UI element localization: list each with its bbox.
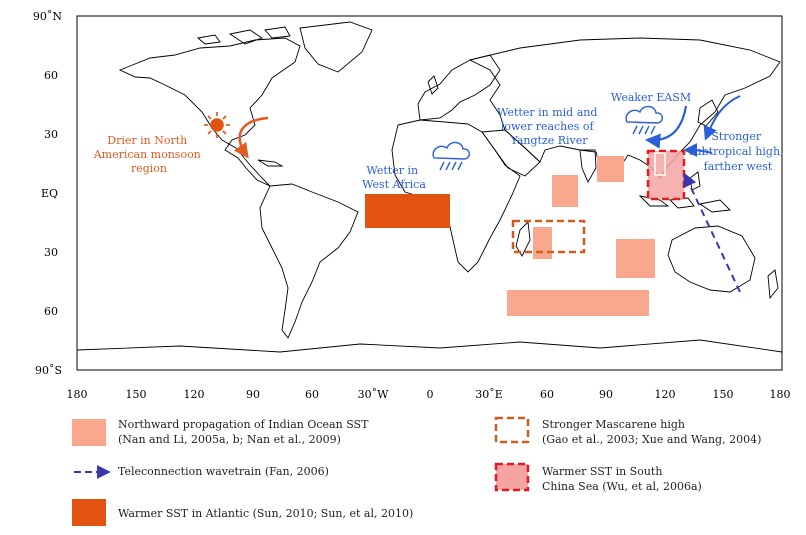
indian-ocean-sst-boxes bbox=[507, 156, 655, 316]
lon-labels: 180 150 120 90 60 30˚W 0 30˚E 60 90 120 … bbox=[67, 388, 791, 401]
lat-labels: 90˚N 60 30 EQ 30 60 90˚S bbox=[33, 10, 62, 377]
legend-indian-ocean: Northward propagation of Indian Ocean SS… bbox=[118, 417, 368, 447]
lon-label: 30˚E bbox=[475, 388, 503, 401]
drier-line: Drier in North bbox=[107, 134, 187, 147]
lon-label: 0 bbox=[427, 388, 434, 401]
legend-line: Stronger Mascarene high bbox=[542, 418, 685, 431]
drier-arrow bbox=[233, 116, 269, 159]
atlantic-sst-box bbox=[365, 194, 450, 228]
wavetrain-arrow bbox=[683, 172, 741, 293]
yangtze-line: lower reaches of bbox=[501, 120, 595, 133]
easm-arrow-2 bbox=[703, 95, 741, 141]
lat-label: 30 bbox=[44, 246, 58, 259]
lon-label: 60 bbox=[540, 388, 554, 401]
high-line: farther west bbox=[704, 160, 773, 173]
lat-label: 60 bbox=[44, 305, 58, 318]
subtropical-high-arrow bbox=[683, 143, 713, 158]
legend-line: Northward propagation of Indian Ocean SS… bbox=[118, 418, 369, 431]
lon-label: 180 bbox=[67, 388, 88, 401]
lat-label: 60 bbox=[44, 69, 58, 82]
lon-label: 120 bbox=[184, 388, 205, 401]
legend-line: Warmer SST in South bbox=[542, 465, 663, 478]
io-box-4 bbox=[616, 239, 655, 278]
legend-swatch-mascarene bbox=[494, 416, 530, 444]
coastlines bbox=[77, 21, 782, 353]
weaker-easm-arrow bbox=[644, 105, 688, 149]
lon-label: 150 bbox=[126, 388, 147, 401]
yangtze-line: Wetter in mid and bbox=[497, 106, 597, 119]
io-box-1 bbox=[552, 175, 578, 207]
lon-label: 90 bbox=[246, 388, 260, 401]
lon-label: 30˚W bbox=[358, 388, 389, 401]
drier-line: region bbox=[131, 162, 167, 175]
wetter-wa-line: Wetter in bbox=[366, 164, 418, 177]
legend-atlantic: Warmer SST in Atlantic (Sun, 2010; Sun, … bbox=[118, 506, 413, 521]
legend-line: China Sea (Wu, et al, 2006a) bbox=[542, 480, 702, 493]
lon-label: 120 bbox=[655, 388, 676, 401]
legend-line: Teleconnection wavetrain (Fan, 2006) bbox=[118, 465, 329, 478]
weaker-easm-label: Weaker EASM bbox=[611, 91, 691, 104]
high-line: Stronger bbox=[711, 130, 761, 143]
wetter-wa-line: West Africa bbox=[362, 178, 426, 191]
legend-mascarene: Stronger Mascarene high (Gao et al., 200… bbox=[542, 417, 761, 447]
lat-label: 90˚S bbox=[35, 364, 62, 377]
lon-label: 60 bbox=[305, 388, 319, 401]
legend-line: (Gao et al., 2003; Xue and Wang, 2004) bbox=[542, 433, 762, 446]
high-line: subtropical high, bbox=[689, 145, 784, 158]
legend-line: Warmer SST in Atlantic (Sun, 2010; Sun, … bbox=[118, 507, 414, 520]
scs-sst-box bbox=[646, 149, 686, 201]
stronger-high-label: Stronger subtropical high, farther west bbox=[689, 130, 787, 173]
io-box-3 bbox=[533, 227, 552, 259]
legend-swatch-scs bbox=[494, 462, 530, 492]
legend-scs: Warmer SST in South China Sea (Wu, et al… bbox=[542, 464, 702, 494]
legend-swatch-atlantic bbox=[72, 499, 106, 526]
lon-label: 180 bbox=[770, 388, 791, 401]
legend-wavetrain: Teleconnection wavetrain (Fan, 2006) bbox=[118, 464, 329, 479]
wetter-wa-label: Wetter in West Africa bbox=[362, 164, 426, 191]
yangtze-line: Yangtze River bbox=[509, 134, 588, 147]
lat-label: 30 bbox=[44, 128, 58, 141]
io-box-2 bbox=[597, 156, 624, 182]
wetter-yangtze-label: Wetter in mid and lower reaches of Yangt… bbox=[497, 106, 601, 147]
mascarene-high-box bbox=[511, 219, 586, 254]
sun-icon bbox=[204, 112, 230, 138]
rain-cloud-icon-africa bbox=[432, 141, 470, 171]
lon-label: 90 bbox=[599, 388, 613, 401]
lon-label: 150 bbox=[713, 388, 734, 401]
io-box-5 bbox=[507, 290, 649, 316]
legend-line: (Nan and Li, 2005a, b; Nan et al., 2009) bbox=[118, 433, 341, 446]
lat-label: EQ bbox=[41, 187, 58, 200]
scs-inner-mark bbox=[654, 152, 666, 176]
drier-line: American monsoon bbox=[93, 148, 201, 161]
drier-na-label: Drier in North American monsoon region bbox=[93, 134, 205, 175]
rain-cloud-icon-asia bbox=[625, 105, 663, 135]
legend-swatch-indian-ocean bbox=[72, 419, 106, 446]
lat-label: 90˚N bbox=[33, 10, 62, 23]
